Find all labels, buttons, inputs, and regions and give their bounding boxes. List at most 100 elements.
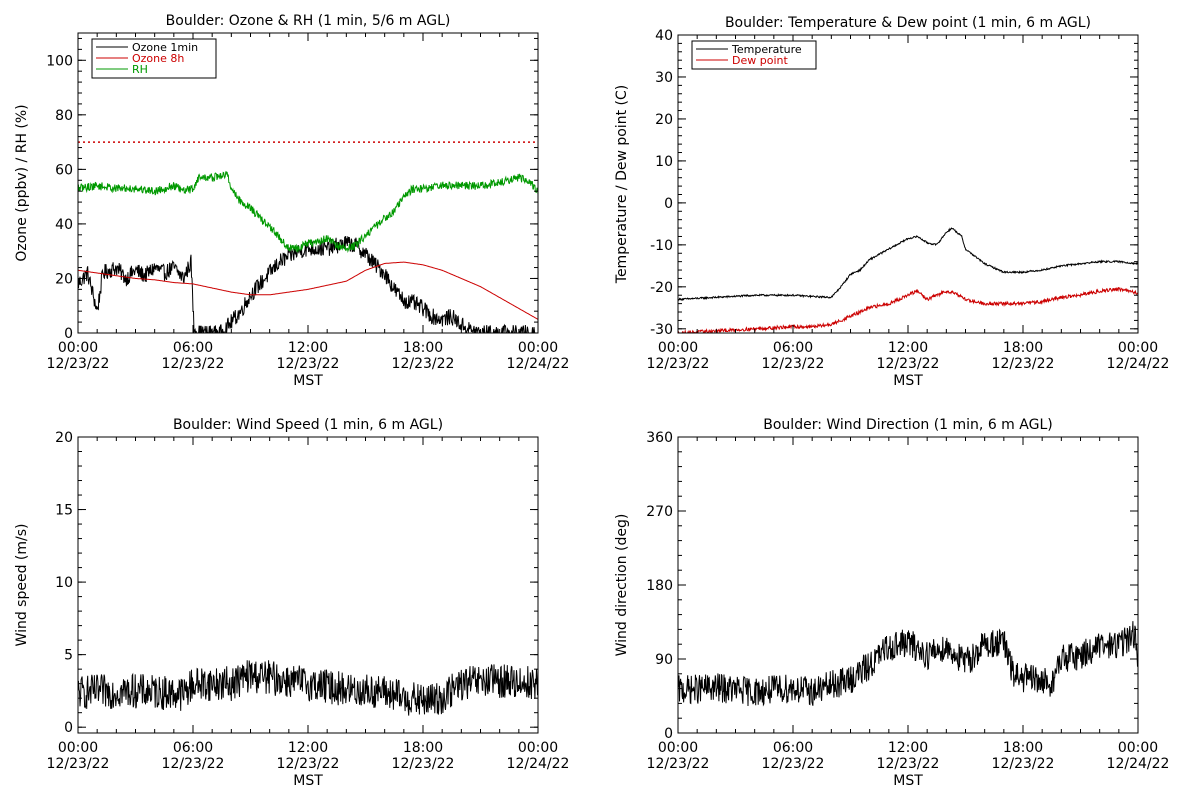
chart-title: Boulder: Ozone & RH (1 min, 5/6 m AGL) bbox=[166, 13, 451, 29]
x-tick-label: 00:00 bbox=[58, 340, 98, 356]
plot-area bbox=[678, 227, 1138, 333]
x-tick-label: 06:00 bbox=[173, 340, 213, 356]
x-tick-label: 18:00 bbox=[1003, 740, 1043, 756]
chart-panel-4: Boulder: Wind Direction (1 min, 6 m AGL)… bbox=[614, 417, 1169, 789]
plot-area bbox=[678, 621, 1138, 707]
x-tick-label: 06:00 bbox=[173, 740, 213, 756]
x-tick-date-label: 12/24/22 bbox=[1107, 756, 1170, 772]
legend-entry: Temperature bbox=[731, 43, 802, 56]
chart-panel-3: Boulder: Wind Speed (1 min, 6 m AGL) 00:0… bbox=[14, 417, 569, 789]
x-axis-label: MST bbox=[893, 773, 923, 789]
y-tick-label: 10 bbox=[655, 154, 673, 170]
series-line-rh bbox=[78, 170, 538, 254]
series-line-ozone-1min bbox=[78, 235, 537, 333]
legend-entry: Ozone 8h bbox=[132, 52, 184, 65]
x-axis-label: MST bbox=[893, 373, 923, 389]
x-tick-label: 12:00 bbox=[888, 740, 928, 756]
x-tick-date-label: 12/23/22 bbox=[647, 356, 710, 372]
y-tick-label: 0 bbox=[664, 196, 673, 212]
y-tick-label: 15 bbox=[55, 503, 73, 519]
plot-area bbox=[78, 660, 538, 716]
chart-title: Boulder: Wind Speed (1 min, 6 m AGL) bbox=[173, 417, 443, 433]
series-line-dew-point bbox=[678, 286, 1138, 333]
x-axis-label: MST bbox=[293, 773, 323, 789]
chart-panel-1: Boulder: Ozone & RH (1 min, 5/6 m AGL)00… bbox=[14, 13, 569, 389]
x-tick-date-label: 12/23/22 bbox=[392, 356, 455, 372]
x-tick-date-label: 12/23/22 bbox=[992, 356, 1055, 372]
y-tick-label: 180 bbox=[646, 578, 673, 594]
chart-title: Boulder: Wind Direction (1 min, 6 m AGL) bbox=[763, 417, 1052, 433]
y-tick-label: 20 bbox=[655, 112, 673, 128]
x-tick-date-label: 12/23/22 bbox=[47, 356, 110, 372]
x-tick-label: 12:00 bbox=[288, 340, 328, 356]
legend-entry: Dew point bbox=[732, 54, 788, 67]
x-tick-label: 00:00 bbox=[658, 340, 698, 356]
x-tick-date-label: 12/24/22 bbox=[507, 356, 570, 372]
x-tick-label: 00:00 bbox=[1118, 740, 1158, 756]
y-tick-label: 90 bbox=[655, 652, 673, 668]
y-tick-label: 360 bbox=[646, 430, 673, 446]
chart-title: Boulder: Temperature & Dew point (1 min,… bbox=[725, 15, 1091, 31]
x-tick-label: 06:00 bbox=[773, 740, 813, 756]
x-tick-date-label: 12/23/22 bbox=[877, 756, 940, 772]
x-tick-label: 00:00 bbox=[58, 740, 98, 756]
x-tick-date-label: 12/23/22 bbox=[162, 356, 225, 372]
y-tick-label: -30 bbox=[650, 322, 673, 338]
chart-panel-2: Boulder: Temperature & Dew point (1 min,… bbox=[614, 15, 1169, 389]
y-tick-label: 30 bbox=[655, 70, 673, 86]
y-tick-label: 270 bbox=[646, 504, 673, 520]
x-tick-label: 00:00 bbox=[658, 740, 698, 756]
x-tick-label: 12:00 bbox=[888, 340, 928, 356]
x-tick-date-label: 12/23/22 bbox=[47, 756, 110, 772]
x-tick-label: 00:00 bbox=[518, 340, 558, 356]
legend-entry: Ozone 1min bbox=[132, 41, 198, 54]
x-tick-label: 06:00 bbox=[773, 340, 813, 356]
series-line-ozone-8h bbox=[78, 261, 538, 320]
x-tick-label: 18:00 bbox=[403, 740, 443, 756]
axis-frame bbox=[677, 34, 1139, 334]
y-tick-label: 0 bbox=[64, 720, 73, 736]
y-tick-label: 20 bbox=[55, 430, 73, 446]
y-tick-label: 40 bbox=[55, 217, 73, 233]
legend-box bbox=[691, 40, 817, 70]
x-tick-date-label: 12/23/22 bbox=[762, 356, 825, 372]
x-tick-date-label: 12/23/22 bbox=[992, 756, 1055, 772]
legend-entry: RH bbox=[132, 63, 148, 76]
x-tick-date-label: 12/23/22 bbox=[277, 356, 340, 372]
y-tick-label: 0 bbox=[64, 326, 73, 342]
y-tick-label: 20 bbox=[55, 271, 73, 287]
x-tick-date-label: 12/23/22 bbox=[647, 756, 710, 772]
x-tick-label: 00:00 bbox=[1118, 340, 1158, 356]
y-tick-label: 80 bbox=[55, 108, 73, 124]
x-tick-label: 18:00 bbox=[1003, 340, 1043, 356]
y-tick-label: 10 bbox=[55, 575, 73, 591]
y-tick-label: -20 bbox=[650, 280, 673, 296]
x-tick-date-label: 12/23/22 bbox=[877, 356, 940, 372]
x-tick-label: 18:00 bbox=[403, 340, 443, 356]
y-axis-label: Temperature / Dew point (C) bbox=[614, 85, 630, 284]
y-tick-label: -10 bbox=[650, 238, 673, 254]
y-tick-label: 60 bbox=[55, 162, 73, 178]
y-tick-label: 0 bbox=[664, 726, 673, 742]
x-tick-label: 12:00 bbox=[288, 740, 328, 756]
plot-area bbox=[78, 141, 538, 333]
x-tick-date-label: 12/23/22 bbox=[277, 756, 340, 772]
x-tick-date-label: 12/23/22 bbox=[162, 756, 225, 772]
y-tick-label: 5 bbox=[64, 648, 73, 664]
x-tick-date-label: 12/24/22 bbox=[507, 756, 570, 772]
y-tick-label: 100 bbox=[46, 53, 73, 69]
series-line-1 bbox=[678, 621, 1138, 707]
x-tick-date-label: 12/23/22 bbox=[762, 756, 825, 772]
x-tick-date-label: 12/23/22 bbox=[392, 756, 455, 772]
y-axis-label: Wind speed (m/s) bbox=[14, 524, 30, 647]
y-axis-label: Wind direction (deg) bbox=[614, 514, 630, 657]
x-axis-label: MST bbox=[293, 373, 323, 389]
x-tick-label: 00:00 bbox=[518, 740, 558, 756]
y-tick-label: 40 bbox=[655, 28, 673, 44]
series-line-1 bbox=[78, 660, 538, 716]
y-axis-label: Ozone (ppbv) / RH (%) bbox=[14, 104, 30, 261]
series-line-temperature bbox=[678, 227, 1138, 302]
